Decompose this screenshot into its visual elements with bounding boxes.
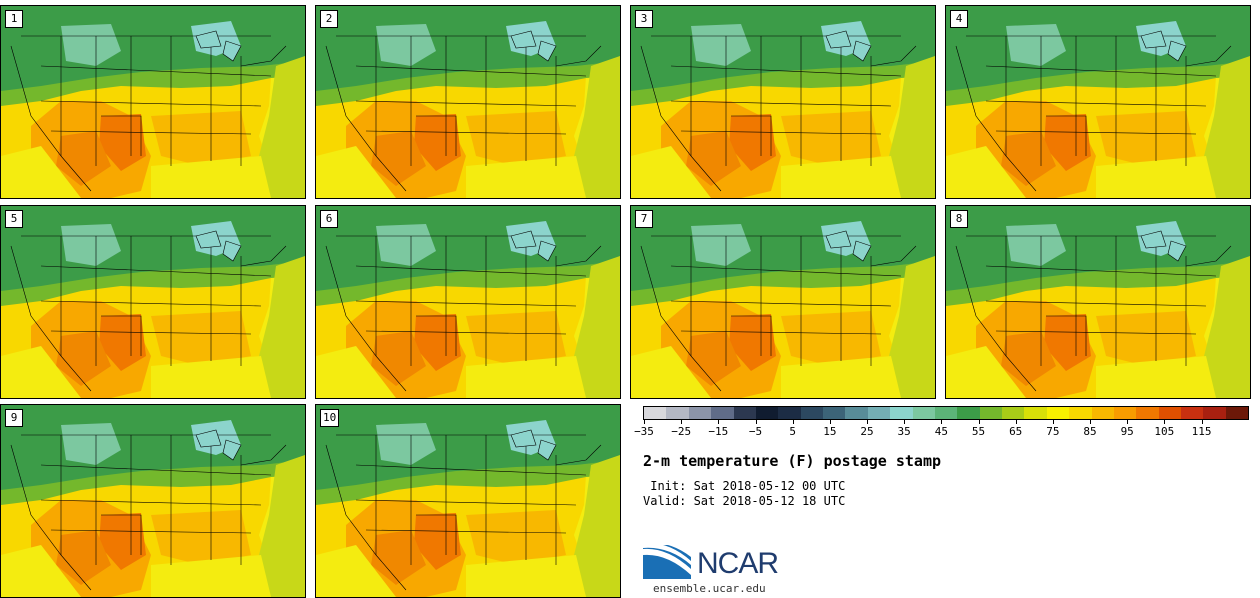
colorbar-swatch xyxy=(1181,407,1204,419)
member-label: 10 xyxy=(320,409,340,427)
colorbar-swatch xyxy=(1046,407,1070,419)
colorbar-tick xyxy=(1090,420,1092,424)
us-temperature-map xyxy=(316,405,620,597)
colorbar-swatch xyxy=(1225,407,1249,419)
colorbar-tick xyxy=(1052,420,1054,424)
colorbar-swatch xyxy=(912,407,935,419)
colorbar-tick xyxy=(755,420,757,424)
chart-title: 2-m temperature (F) postage stamp xyxy=(643,452,942,470)
colorbar-swatch xyxy=(957,407,980,419)
colorbar-swatch xyxy=(1203,407,1226,419)
ncar-logo-text: NCAR xyxy=(697,547,779,580)
us-temperature-map xyxy=(631,206,935,398)
member-label: 7 xyxy=(635,210,653,228)
member-label: 2 xyxy=(320,10,338,28)
colorbar-swatch xyxy=(644,407,667,419)
colorbar-tick-label: 45 xyxy=(934,425,948,438)
colorbar-swatch xyxy=(1024,407,1047,419)
website-url: ensemble.ucar.edu xyxy=(653,582,766,595)
colorbar-swatch xyxy=(778,407,801,419)
colorbar-tick-label: 115 xyxy=(1191,425,1212,438)
colorbar-swatch xyxy=(890,407,913,419)
temperature-colorbar xyxy=(643,406,1249,420)
colorbar-swatch xyxy=(1091,407,1114,419)
colorbar-ticks: −35 −25 −15 −5 5 15 25 35 45 55 65 75 85 95 105 115 xyxy=(634,420,1249,440)
colorbar-swatch xyxy=(1002,407,1025,419)
colorbar-tick-label: 75 xyxy=(1046,425,1060,438)
member-label: 9 xyxy=(5,409,23,427)
map-panel: 5 xyxy=(0,205,306,399)
colorbar-tick xyxy=(718,420,720,424)
member-label: 3 xyxy=(635,10,653,28)
colorbar-tick xyxy=(1164,420,1166,424)
colorbar-tick-label: 25 xyxy=(860,425,874,438)
colorbar-tick-label: 55 xyxy=(971,425,986,438)
colorbar-tick xyxy=(1127,420,1129,424)
colorbar-tick xyxy=(941,420,943,424)
colorbar-tick-label: −5 xyxy=(748,425,763,438)
colorbar-tick xyxy=(1201,420,1203,424)
map-panel: 9 xyxy=(0,404,306,598)
colorbar-swatch xyxy=(934,407,958,419)
colorbar-swatch xyxy=(733,407,756,419)
colorbar-tick-label: 35 xyxy=(897,425,911,438)
map-panel: 7 xyxy=(630,205,936,399)
colorbar-swatch xyxy=(867,407,891,419)
member-label: 8 xyxy=(950,210,968,228)
map-panel: 8 xyxy=(945,205,1251,399)
us-temperature-map xyxy=(1,206,305,398)
colorbar-tick-label: 5 xyxy=(789,425,796,438)
colorbar-swatch xyxy=(711,407,734,419)
valid-time: Valid: Sat 2018-05-12 18 UTC xyxy=(643,494,846,508)
ncar-logo-icon xyxy=(643,541,691,579)
colorbar-swatch xyxy=(1113,407,1137,419)
colorbar-tick-label: 65 xyxy=(1009,425,1023,438)
member-label: 4 xyxy=(950,10,968,28)
colorbar-tick xyxy=(867,420,868,424)
colorbar-tick-label: 95 xyxy=(1120,425,1134,438)
colorbar-swatch xyxy=(800,407,823,419)
colorbar-tick-label: −25 xyxy=(671,425,692,438)
colorbar-swatch xyxy=(1069,407,1092,419)
colorbar-swatch xyxy=(979,407,1002,419)
colorbar-tick xyxy=(1015,420,1017,424)
colorbar-tick xyxy=(681,420,683,424)
colorbar-tick-label: −35 xyxy=(634,425,654,438)
member-label: 6 xyxy=(320,210,338,228)
colorbar-tick-label: 105 xyxy=(1154,425,1175,438)
map-panel: 2 xyxy=(315,5,621,199)
colorbar-swatch xyxy=(845,407,868,419)
us-temperature-map xyxy=(631,6,935,198)
colorbar-swatch xyxy=(688,407,712,419)
colorbar-tick xyxy=(792,420,794,424)
us-temperature-map xyxy=(946,206,1250,398)
colorbar-tick xyxy=(904,420,906,424)
map-panel: 4 xyxy=(945,5,1251,199)
map-panel: 6 xyxy=(315,205,621,399)
us-temperature-map xyxy=(316,206,620,398)
colorbar-tick-label: 15 xyxy=(823,425,837,438)
colorbar-tick xyxy=(978,420,980,424)
colorbar-tick-label: −15 xyxy=(708,425,729,438)
colorbar-swatch xyxy=(823,407,846,419)
member-label: 1 xyxy=(5,10,23,28)
us-temperature-map xyxy=(1,6,305,198)
map-panel: 1 xyxy=(0,5,306,199)
member-label: 5 xyxy=(5,210,23,228)
us-temperature-map xyxy=(946,6,1250,198)
colorbar-tick-label: 85 xyxy=(1083,425,1097,438)
colorbar-tick xyxy=(829,420,831,424)
us-temperature-map xyxy=(316,6,620,198)
colorbar-swatch xyxy=(755,407,779,419)
init-time: Init: Sat 2018-05-12 00 UTC xyxy=(643,479,846,493)
colorbar-swatch xyxy=(1158,407,1181,419)
colorbar-tick xyxy=(644,420,645,424)
us-temperature-map xyxy=(1,405,305,597)
colorbar-swatch xyxy=(666,407,689,419)
map-panel: 10 xyxy=(315,404,621,598)
colorbar-swatch xyxy=(1136,407,1159,419)
map-panel: 3 xyxy=(630,5,936,199)
